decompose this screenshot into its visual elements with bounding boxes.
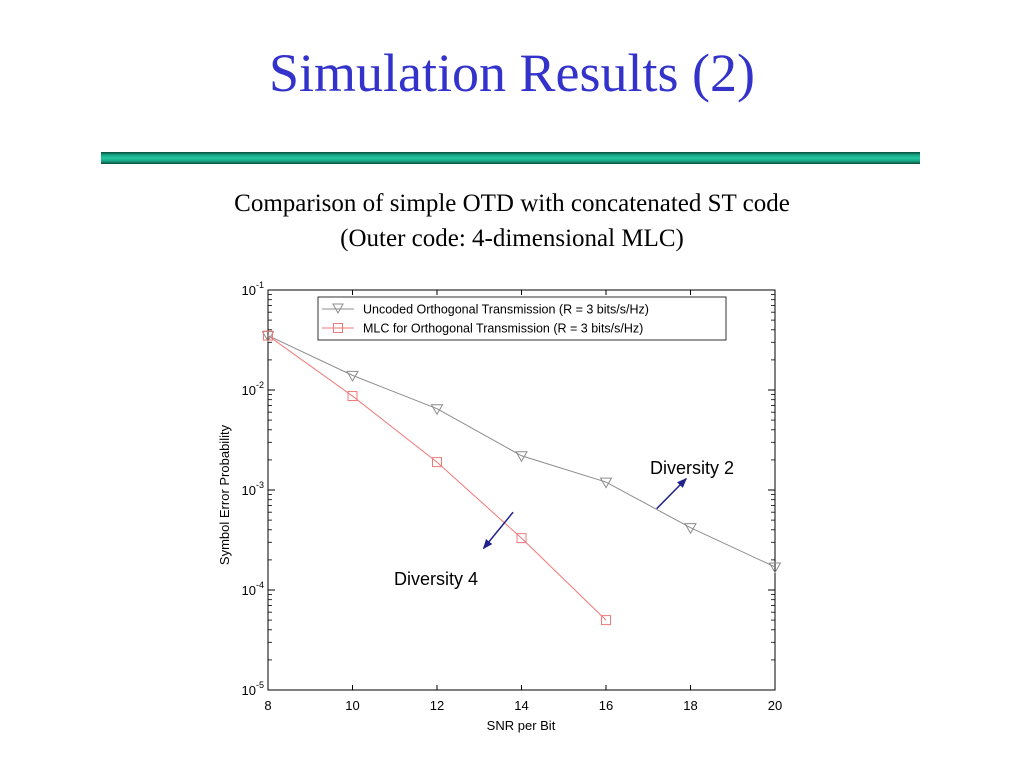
x-axis-label: SNR per Bit (487, 718, 556, 733)
series-0-point-1 (346, 370, 359, 382)
series-1-point-0 (263, 330, 273, 341)
series-1-point-1 (347, 391, 358, 402)
legend-marker-mlc (333, 323, 343, 333)
series-0-point-4 (599, 477, 613, 489)
x-tick-label-10: 10 (345, 698, 359, 713)
y-tick-exp-3: -4 (256, 580, 264, 590)
annotation-label-0: Diversity 2 (650, 458, 734, 478)
series-line-1 (267, 335, 607, 621)
legend-label-uncoded: Uncoded Orthogonal Transmission (R = 3 b… (363, 303, 649, 317)
y-tick-exp-1: -2 (256, 380, 264, 390)
slide-subtitle-line2: (Outer code: 4-dimensional MLC) (340, 225, 684, 252)
x-tick-label-12: 12 (430, 698, 444, 713)
series-line-0 (267, 335, 776, 568)
series-0-point-6 (768, 562, 782, 574)
y-tick-exp-0: -1 (256, 280, 264, 290)
x-tick-label-8: 8 (264, 698, 271, 713)
annotation-label-1: Diversity 4 (394, 569, 478, 589)
series-1-point-3 (516, 533, 527, 544)
title-divider (101, 152, 920, 164)
x-tick-label-16: 16 (599, 698, 613, 713)
y-tick-label-2: 10 (242, 483, 256, 498)
series-1-point-4 (601, 615, 611, 626)
y-axis-label: Symbol Error Probability (217, 424, 232, 565)
x-tick-label-20: 20 (768, 698, 782, 713)
series-0-point-5 (684, 523, 697, 535)
plot-area (267, 289, 776, 691)
slide-title: Simulation Results (2) (269, 43, 755, 103)
annotation-arrow-0 (656, 477, 687, 510)
y-tick-label-3: 10 (242, 583, 256, 598)
y-tick-exp-4: -5 (256, 680, 264, 690)
slide-subtitle-line1: Comparison of simple OTD with concatenat… (234, 190, 790, 217)
series-0-point-3 (515, 451, 528, 463)
y-tick-label-1: 10 (242, 383, 256, 398)
legend-marker-uncoded (332, 303, 344, 315)
legend-label-mlc: MLC for Orthogonal Transmission (R = 3 b… (363, 322, 643, 336)
y-tick-label-4: 10 (242, 683, 256, 698)
series-0-point-2 (430, 404, 444, 416)
series-1-point-2 (432, 457, 442, 468)
annotation-arrow-1 (482, 511, 514, 550)
x-tick-label-18: 18 (683, 698, 697, 713)
y-tick-label-0: 10 (242, 283, 256, 298)
y-tick-exp-2: -3 (256, 480, 264, 490)
legend-box (317, 296, 727, 341)
chart-legend: Uncoded Orthogonal Transmission (R = 3 b… (317, 296, 727, 341)
x-tick-label-14: 14 (514, 698, 528, 713)
